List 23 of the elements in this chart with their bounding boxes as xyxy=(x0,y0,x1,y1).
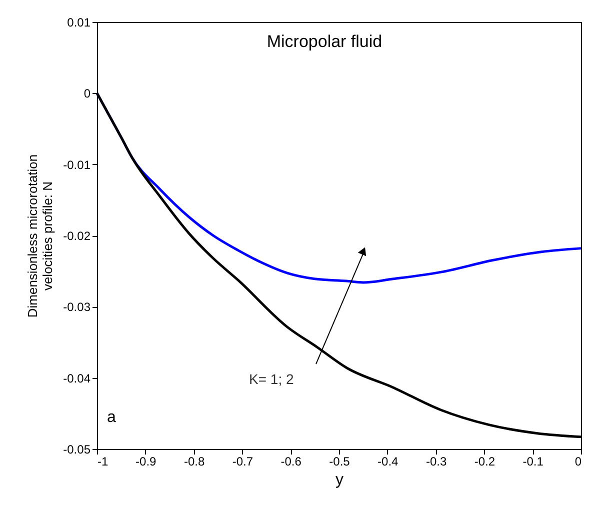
x-tick-label: -0.6 xyxy=(280,454,302,468)
x-tick-label: -0.3 xyxy=(426,454,447,468)
x-tick-label: -1 xyxy=(98,454,108,468)
x-tick-label: -0.8 xyxy=(184,454,205,468)
y-tick-label: -0.02 xyxy=(63,229,91,243)
y-tick-label: -0.01 xyxy=(63,158,91,172)
x-tick-label: -0.2 xyxy=(474,454,496,468)
y-tick-label: 0 xyxy=(84,86,91,101)
annotation: K= 1; 2 xyxy=(249,371,294,387)
x-tick-label: -0.7 xyxy=(232,454,254,468)
y-tick-label: -0.05 xyxy=(63,442,91,456)
x-tick-label: 0 xyxy=(574,454,582,468)
text: Micropolar fluid xyxy=(266,32,382,51)
x-tick-label: -0.4 xyxy=(378,454,399,468)
y-tick-label: -0.03 xyxy=(63,300,91,314)
x-tick-label: -0.9 xyxy=(136,454,157,468)
x-tick-label: -0.1 xyxy=(522,454,544,468)
x-tick-label: -0.5 xyxy=(329,454,350,468)
annotation: a xyxy=(107,409,116,426)
y-tick-label: 0.01 xyxy=(67,16,91,30)
y-axis-title: Dimensionless microrotation velocities profile: N xyxy=(25,154,56,318)
x-axis-title: y xyxy=(336,472,344,488)
y-tick-label: -0.04 xyxy=(63,371,91,386)
